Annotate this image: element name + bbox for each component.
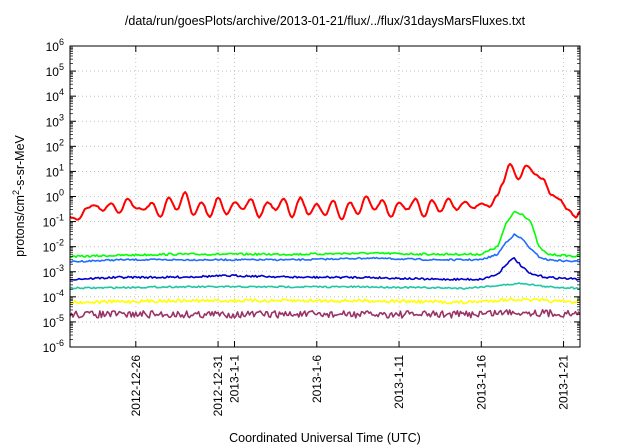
svg-text:protons/cm2-s-sr-MeV: protons/cm2-s-sr-MeV [11,134,27,256]
y-tick-label: 101 [46,162,64,179]
y-tick-label: 10-6 [43,338,64,355]
y-tick-label: 105 [46,62,64,79]
y-tick-label: 102 [46,137,64,154]
y-tick-label: 10-5 [43,313,64,330]
y-tick-label: 10-1 [43,213,64,230]
y-axis-label-sup: 2 [11,190,21,195]
y-tick-label: 106 [46,37,64,54]
y-axis-label-rest: -s-sr-MeV [13,134,27,190]
series-line-1 [69,162,581,221]
y-axis-label-base: protons/cm [13,195,27,257]
series-line-4 [69,256,581,282]
y-tick-label: 10-2 [43,238,64,255]
y-axis-label: protons/cm2-s-sr-MeV [11,134,27,256]
x-tick-label: 2013-1-1 [228,355,242,403]
series-line-2 [69,210,581,259]
series-line-5 [69,282,581,290]
series-line-6 [70,297,581,305]
y-tick-label: 10-4 [43,288,64,305]
y-tick-label: 104 [46,87,64,104]
tick-layer: 10-6 10-5 10-4 10-3 10-2 10-1 100 101 102 103 104 1… [43,37,580,416]
y-tick-label: 103 [46,112,64,129]
x-axis-label: Coordinated Universal Time (UTC) [229,431,421,445]
series-line-7 [69,308,581,319]
x-tick-label: 2013-1-6 [310,355,324,403]
x-tick-label: 2012-12-26 [129,355,143,417]
x-tick-label: 2013-1-11 [392,355,406,409]
series-line-3 [69,233,581,263]
y-tick-label: 100 [46,188,64,205]
series-layer [69,162,581,319]
chart-title: /data/run/goesPlots/archive/2013-01-21/f… [124,14,526,28]
y-tick-label: 10-3 [43,263,64,280]
x-tick-label: 2013-1-16 [474,355,488,410]
x-tick-label: 2013-1-21 [557,355,571,410]
x-tick-label: 2012-12-31 [211,355,225,417]
